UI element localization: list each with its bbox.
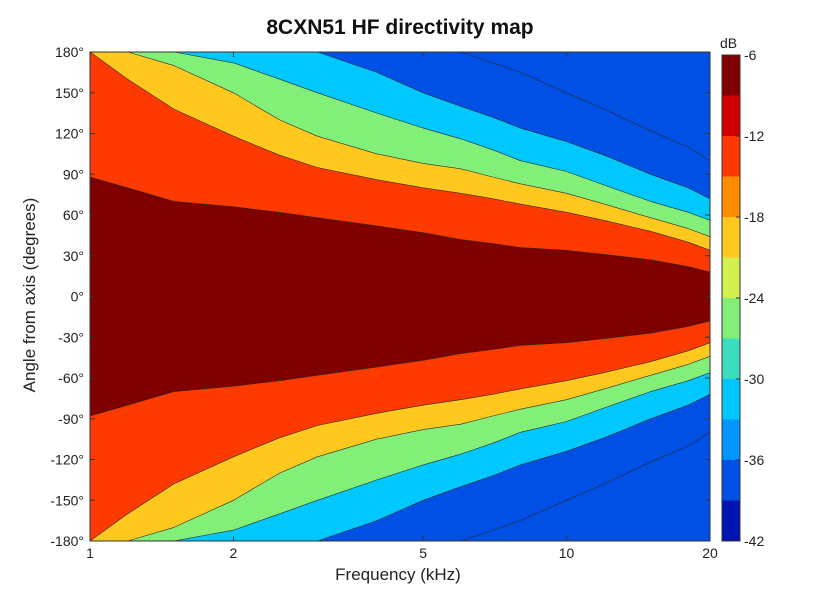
y-tick-label: -150° (50, 492, 84, 508)
colorbar-tick-label: -12 (744, 128, 764, 144)
colorbar-segment (722, 379, 740, 420)
y-tick-label: -120° (50, 452, 84, 468)
y-tick-label: -60° (58, 370, 84, 386)
y-tick-label: -90° (58, 411, 84, 427)
colorbar-segment (722, 95, 740, 137)
x-tick-label: 1 (86, 545, 94, 561)
colorbar-segment (722, 338, 740, 380)
x-axis: 1 2 5 10 20 (86, 52, 718, 561)
y-tick-label: 30° (63, 248, 84, 264)
heatmap-area (89, 51, 711, 542)
colorbar-segment (722, 257, 740, 299)
y-axis: 180° 150° 120° 90° 60° 30° 0° -30° -60° -90° -120°… (50, 44, 710, 549)
colorbar-segment (722, 176, 740, 218)
colorbar-segment (722, 460, 740, 501)
y-tick-label: -180° (50, 533, 84, 549)
y-tick-label: 0° (71, 289, 84, 305)
colorbar-segment (722, 217, 740, 258)
colorbar-segment (722, 136, 740, 177)
x-tick-label: 2 (230, 545, 238, 561)
colorbar-tick-label: -24 (744, 290, 764, 306)
colorbar-segment (722, 419, 740, 461)
colorbar-tick-label: -36 (744, 452, 764, 468)
colorbar: -6 -12 -18 -24 -30 -36 -42 (721, 47, 764, 549)
colorbar-tick-label: -18 (744, 209, 764, 225)
colorbar-tick-label: -30 (744, 371, 764, 387)
x-tick-label: 20 (702, 545, 718, 561)
x-tick-label: 10 (559, 545, 575, 561)
y-tick-label: 60° (63, 207, 84, 223)
y-tick-label: 180° (55, 44, 84, 60)
colorbar-tick-label: -42 (744, 533, 764, 549)
y-tick-label: 90° (63, 166, 84, 182)
x-axis-label: Frequency (kHz) (335, 565, 461, 584)
colorbar-tick-label: -6 (744, 47, 757, 63)
colorbar-segment (722, 55, 740, 96)
colorbar-label: dB (720, 35, 737, 51)
y-tick-label: 120° (55, 126, 84, 142)
chart-title: 8CXN51 HF directivity map (266, 16, 533, 39)
colorbar-segment (722, 500, 740, 542)
colorbar-segment (722, 298, 740, 339)
x-tick-label: 5 (419, 545, 427, 561)
y-tick-label: -30° (58, 329, 84, 345)
y-axis-label: Angle from axis (degrees) (20, 198, 39, 393)
y-tick-label: 150° (55, 85, 84, 101)
